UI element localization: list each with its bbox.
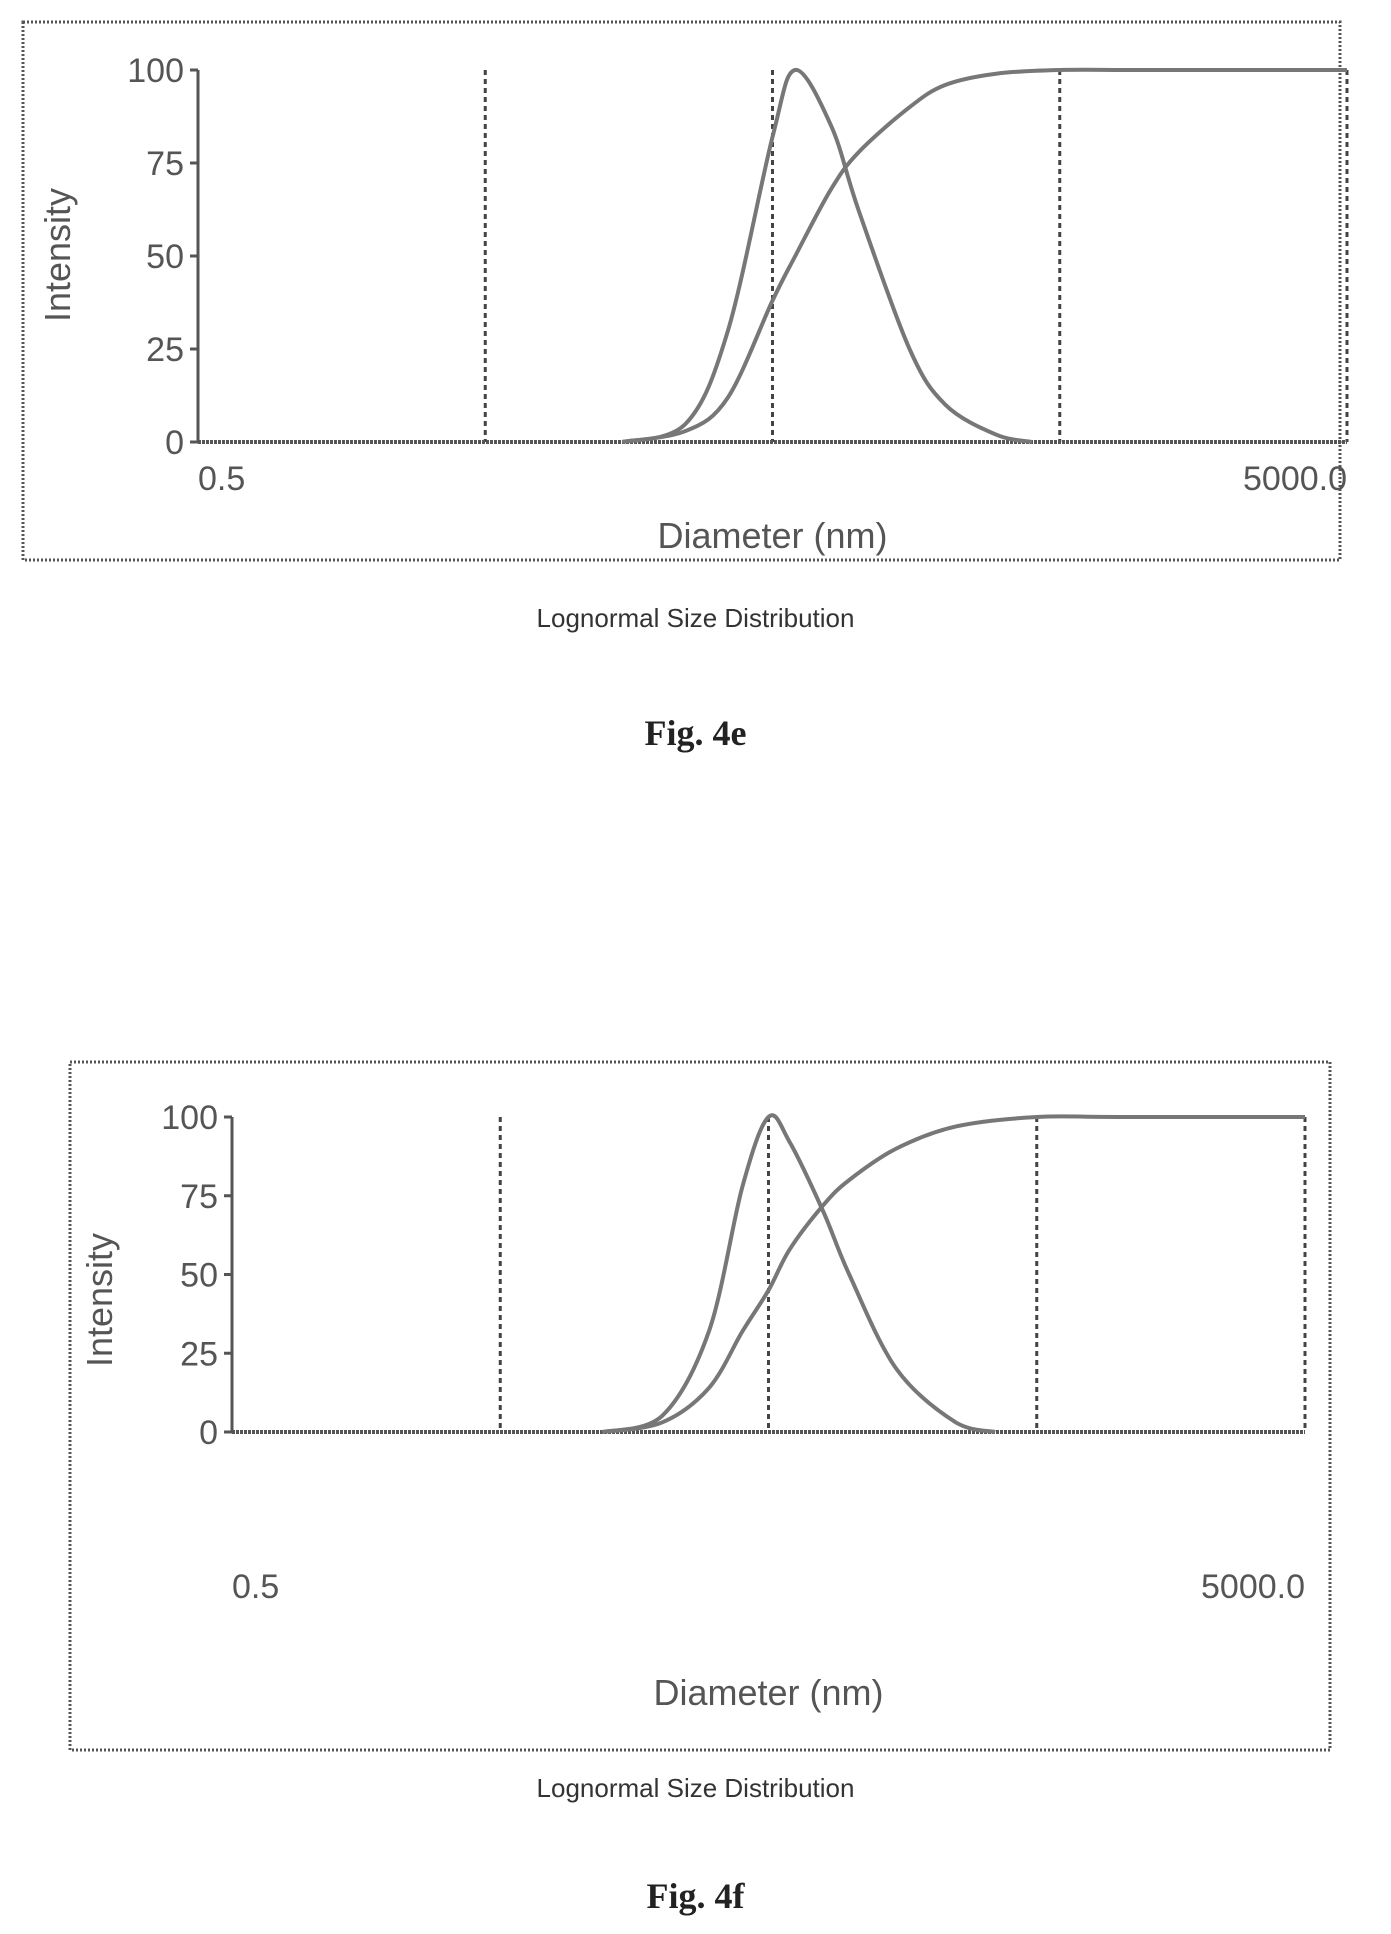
chart-fig-4e: 0 25 50 75 100 0.5 5000.0 Diameter (nm) Intensit… xyxy=(21,20,1349,562)
y-tick-label: 0 xyxy=(165,424,184,462)
series-cumulative-line xyxy=(621,67,1347,444)
y-axis-title: Intensity xyxy=(37,188,78,322)
y-tick-label: 75 xyxy=(180,1178,218,1216)
series-distribution-line xyxy=(621,68,1033,444)
y-tick-label: 100 xyxy=(161,1099,218,1137)
x-tick-label: 5000.0 xyxy=(1201,1568,1305,1606)
y-tick-label: 25 xyxy=(146,331,184,369)
figure-caption-4e: Fig. 4e xyxy=(644,713,747,753)
y-tick-label: 75 xyxy=(146,145,184,183)
x-axis-title: Diameter (nm) xyxy=(657,515,887,556)
chart-subtitle-4e: Lognormal Size Distribution xyxy=(536,603,855,633)
series-cumulative-line xyxy=(601,1114,1305,1434)
x-tick-label: 0.5 xyxy=(232,1568,279,1606)
y-axis-title: Intensity xyxy=(79,1233,120,1367)
y-tick-label: 0 xyxy=(199,1414,218,1452)
y-tick-label: 25 xyxy=(180,1335,218,1373)
x-tick-label: 0.5 xyxy=(198,460,245,498)
y-tick-label: 50 xyxy=(180,1257,218,1295)
figure-caption-4f: Fig. 4f xyxy=(646,1876,745,1916)
series-distribution-line xyxy=(601,1113,996,1434)
chart-subtitle-4f: Lognormal Size Distribution xyxy=(536,1773,855,1803)
x-axis-title: Diameter (nm) xyxy=(653,1672,883,1713)
chart-fig-4f: 0 25 50 75 100 0.5 5000.0 Diameter (nm) Intensit… xyxy=(68,1060,1332,1752)
y-tick-label: 50 xyxy=(146,238,184,276)
chart-frame xyxy=(21,20,1342,562)
chart-frame xyxy=(68,1060,1332,1752)
y-tick-label: 100 xyxy=(127,52,184,90)
x-tick-label: 5000.0 xyxy=(1243,460,1347,498)
